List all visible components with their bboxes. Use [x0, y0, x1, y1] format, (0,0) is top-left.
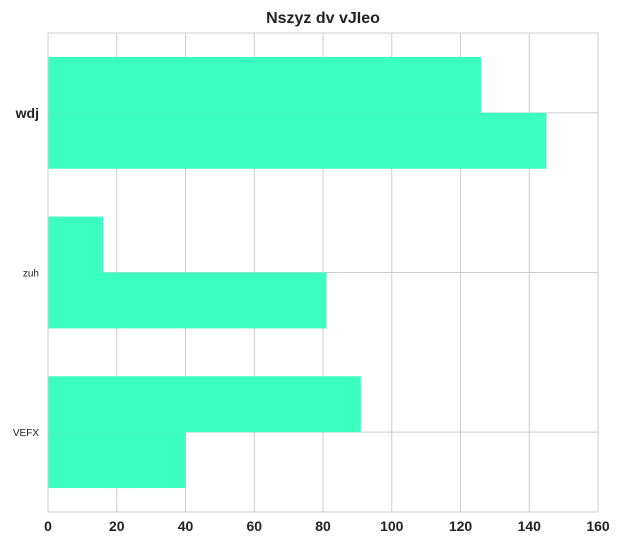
bar — [48, 272, 327, 329]
y-axis-categories: wdj zuh VEFX — [13, 105, 39, 439]
y-category-label: zuh — [23, 269, 39, 280]
x-tick-label: 160 — [586, 518, 610, 534]
x-tick-label: 0 — [44, 518, 52, 534]
bar — [48, 376, 361, 433]
bar — [48, 432, 186, 489]
x-tick-label: 40 — [178, 518, 194, 534]
plot-frame — [47, 32, 599, 513]
chart-title: Nszyz dv vJIeo — [266, 10, 380, 27]
bar — [48, 56, 482, 113]
bar — [48, 216, 103, 273]
y-category-label: wdj — [15, 105, 39, 121]
x-tick-label: 60 — [246, 518, 262, 534]
bars — [48, 56, 547, 489]
x-tick-label: 140 — [518, 518, 542, 534]
y-category-label: VEFX — [13, 428, 39, 439]
x-tick-label: 100 — [380, 518, 404, 534]
x-axis-ticks: 0 20 40 60 80 100 120 140 160 — [44, 518, 610, 534]
x-tick-label: 20 — [109, 518, 125, 534]
bar — [48, 112, 547, 169]
x-tick-label: 80 — [315, 518, 331, 534]
x-tick-label: 120 — [449, 518, 473, 534]
